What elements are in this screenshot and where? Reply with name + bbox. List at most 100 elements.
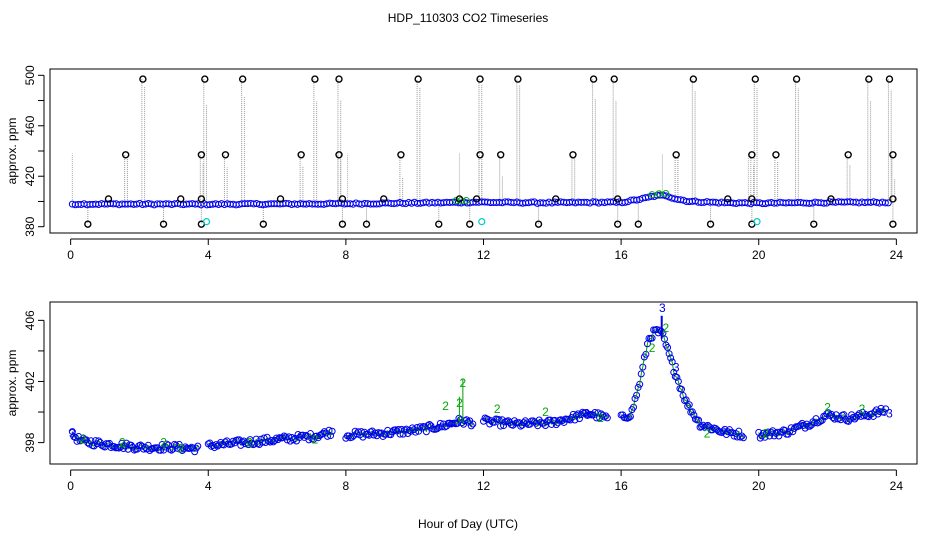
bottom-y-tick-label: 402 <box>23 371 37 391</box>
data-point <box>571 416 579 424</box>
outlier-high-point <box>689 75 698 83</box>
trace-line <box>645 343 648 355</box>
data-point <box>192 444 200 452</box>
bottom-x-tick-label: 24 <box>890 479 904 493</box>
data-point <box>602 412 610 420</box>
trace-line <box>642 356 645 368</box>
outlier-high-point <box>751 75 759 83</box>
trace-line <box>118 446 121 449</box>
top-plot-frame <box>49 68 918 234</box>
top-x-tick-label: 8 <box>343 248 350 262</box>
data-point <box>263 433 271 441</box>
data-point <box>348 433 356 441</box>
data-point <box>194 442 202 450</box>
outlier-high-point <box>885 75 894 83</box>
trace-line <box>820 419 823 422</box>
trace-line <box>668 353 672 359</box>
trace-line <box>429 424 432 427</box>
data-point <box>327 432 335 440</box>
trace-line <box>579 414 582 419</box>
outlier-small-point <box>889 195 897 203</box>
outlier-high-point <box>335 75 343 83</box>
trace-line <box>673 372 676 377</box>
data-point <box>631 395 639 403</box>
outlier-mid-point <box>569 151 577 159</box>
data-point <box>625 414 633 422</box>
top-x-tick-label: 16 <box>614 248 628 262</box>
flag-label-2: 2 <box>460 376 467 390</box>
trace-line <box>759 435 763 439</box>
data-point <box>412 428 420 436</box>
data-point <box>575 415 583 423</box>
data-point <box>422 428 430 436</box>
data-point <box>266 438 274 446</box>
outlier-high-point <box>414 75 422 83</box>
baseline-point <box>621 198 629 206</box>
outlier-small-point <box>748 195 756 203</box>
data-point <box>665 350 673 358</box>
data-point <box>399 430 407 438</box>
bottom-x-axis: 0 4 8 12 16 20 24 <box>67 469 904 493</box>
trace-line <box>688 404 692 413</box>
trace-line <box>848 418 851 422</box>
flag-label-2: 2 <box>160 436 167 450</box>
outlier-mid-point <box>497 151 505 159</box>
chart-title: HDP_110303 CO2 Timeseries <box>388 11 549 25</box>
trace-line <box>636 387 639 396</box>
trace-line <box>569 417 573 421</box>
trace-line <box>671 361 675 373</box>
data-point <box>73 437 81 445</box>
data-point <box>695 416 703 424</box>
trace-line <box>676 377 679 382</box>
outlier-mid-point <box>772 151 780 159</box>
outlier-low-point <box>634 220 643 228</box>
data-point <box>789 428 797 436</box>
trace-line <box>379 432 382 434</box>
trace-line <box>305 434 308 437</box>
trace-line <box>605 415 608 419</box>
flag-label-2: 2 <box>663 321 670 335</box>
data-point <box>708 426 716 434</box>
outlier-high-point <box>589 75 598 83</box>
outlier-small-point <box>276 195 285 203</box>
data-point <box>398 425 406 433</box>
data-point <box>685 401 693 409</box>
trace-line <box>651 329 655 339</box>
flag-label-2: 2 <box>859 402 866 416</box>
outlier-low-point <box>706 220 715 228</box>
trace-line <box>783 429 786 431</box>
outlier-mid-point <box>889 151 897 159</box>
outlier-small-point <box>177 195 185 203</box>
trace-line <box>679 388 682 390</box>
outlier-small-point <box>380 195 388 203</box>
data-point <box>328 427 336 435</box>
outlier-small-point <box>613 195 622 203</box>
data-point <box>660 335 668 343</box>
data-point <box>163 440 171 448</box>
flag-label-2: 2 <box>442 399 449 413</box>
top-y-tick-label: 500 <box>23 65 37 85</box>
data-point <box>175 440 183 448</box>
trace-line <box>643 354 647 358</box>
trace-line <box>693 414 696 420</box>
trace-line <box>130 444 134 448</box>
data-point <box>495 416 503 424</box>
outlier-low-point <box>435 220 443 228</box>
outlier-small-point <box>724 195 732 203</box>
outlier-mid-point <box>844 151 852 159</box>
top-x-tick-label: 20 <box>752 248 766 262</box>
outlier-low-point <box>810 220 818 228</box>
green-point <box>457 197 465 205</box>
flag-label-2: 2 <box>649 341 656 355</box>
outlier-low-point <box>534 220 543 228</box>
bottom-x-tick-label: 8 <box>343 479 350 493</box>
data-point <box>630 403 638 411</box>
outlier-small-point <box>104 195 113 203</box>
data-point <box>761 433 769 441</box>
baseline-point <box>881 199 889 207</box>
outlier-low-point <box>613 220 622 228</box>
outlier-small-point <box>472 195 481 203</box>
top-panel: 0 4 8 12 16 20 24 380 420 460 500 approx. ppm <box>5 65 918 262</box>
outlier-mid-point <box>221 151 230 159</box>
flag-label-2: 2 <box>79 433 86 447</box>
